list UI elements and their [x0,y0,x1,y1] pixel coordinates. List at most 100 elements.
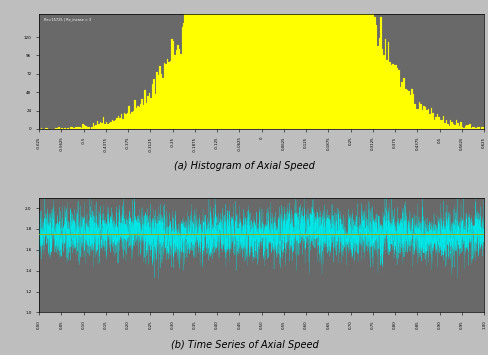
Bar [323,0,325,129]
Bar [208,0,209,129]
Bar [476,127,477,129]
Bar [363,4,365,129]
Bar [286,0,288,129]
Bar [372,12,374,129]
Bar [375,25,377,129]
Bar [252,0,254,129]
Bar [482,127,483,129]
Bar [72,127,73,129]
Bar [190,4,191,129]
Bar [199,0,201,129]
Bar [327,0,329,129]
Bar [255,0,257,129]
Bar [350,0,351,129]
Bar [105,122,107,129]
Bar [418,102,420,129]
Bar [430,108,431,129]
Bar [203,0,205,129]
Bar [423,106,424,129]
Bar [319,0,320,129]
Bar [325,0,326,129]
Bar [394,65,396,129]
Bar [455,120,456,129]
Bar [450,122,452,129]
Bar [399,87,400,129]
Bar [123,113,125,129]
Bar [174,55,175,129]
Bar [239,0,241,129]
Bar [116,118,118,129]
Bar [115,120,116,129]
Bar [390,65,391,129]
Bar [61,128,63,129]
Bar [354,0,356,129]
Bar [169,61,171,129]
Bar [88,127,89,129]
Bar [471,127,473,129]
Bar [279,0,280,129]
Bar [138,108,140,129]
Bar [153,79,155,129]
Bar [194,0,196,129]
Bar [202,0,203,129]
Bar [360,0,362,129]
Bar [442,116,443,129]
Bar [144,90,145,129]
Bar [288,0,289,129]
Bar [92,123,94,129]
Bar [187,6,188,129]
Bar [220,0,221,129]
Bar [276,0,277,129]
Bar [158,75,159,129]
Bar [403,78,405,129]
Bar [225,0,227,129]
Bar [344,0,346,129]
Bar [400,82,402,129]
Bar [227,0,228,129]
Bar [446,124,447,129]
Bar [289,0,291,129]
Bar [292,0,294,129]
Bar [263,0,264,129]
Bar [107,124,109,129]
Bar [162,78,163,129]
Bar [347,0,348,129]
Bar [184,14,185,129]
Bar [134,100,135,129]
Bar [374,17,375,129]
Bar [91,127,92,129]
Bar [335,0,337,129]
Bar [277,0,279,129]
Bar [234,0,236,129]
Bar [388,62,390,129]
Bar [248,0,249,129]
Bar [320,0,322,129]
Bar [45,128,46,129]
Bar [86,127,88,129]
Bar [83,125,85,129]
Bar [126,113,128,129]
Bar [298,0,300,129]
Bar [152,84,153,129]
Bar [356,0,357,129]
Bar [415,109,416,129]
Bar [362,0,363,129]
Bar [236,0,237,129]
Bar [369,6,370,129]
Bar [196,0,198,129]
Bar [295,0,297,129]
Bar [265,0,267,129]
Bar [433,120,434,129]
Bar [397,70,399,129]
Bar [334,0,335,129]
Bar [224,0,225,129]
Bar [73,128,75,129]
Bar [305,0,307,129]
Bar [402,78,403,129]
Bar [393,65,394,129]
Bar [473,127,474,129]
Bar [94,126,95,129]
Bar [79,127,81,129]
Bar [95,125,97,129]
Bar [155,94,156,129]
